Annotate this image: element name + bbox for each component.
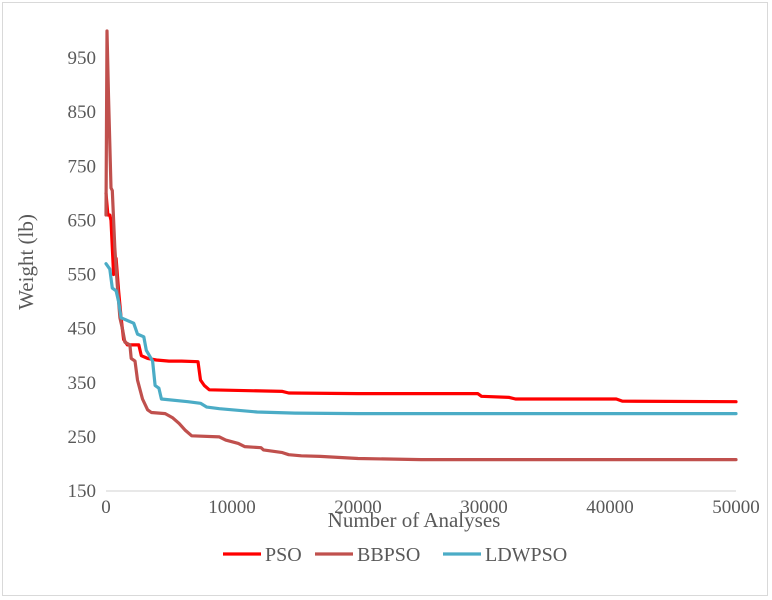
x-tick-label: 20000 [334,497,382,518]
x-tick-label: 30000 [460,497,508,518]
series-lines [104,29,738,462]
x-axis-title: Number of Analyses [328,508,501,532]
legend-label: BBPSO [357,544,420,566]
legend-label: LDWPSO [485,544,567,566]
line-chart: 150 250 350 450 550 650 750 850 950 0 10000 20000 3… [14,29,760,566]
legend-label: PSO [265,544,302,566]
y-tick-label: 850 [68,102,97,123]
y-tick-label: 150 [68,481,97,502]
series-line-pso [104,191,738,404]
y-tick-label: 350 [68,373,97,394]
x-tick-label: 10000 [208,497,256,518]
y-tick-label: 750 [68,156,97,177]
y-tick-label: 650 [68,210,97,231]
series-line-bbpso [104,29,738,462]
x-tick-label: 40000 [586,497,634,518]
x-tick-label: 50000 [712,497,760,518]
x-axis-ticks: 0 10000 20000 30000 40000 50000 [101,497,760,518]
series-line-ldwpso [104,262,738,416]
x-tick-label: 0 [101,497,111,518]
y-tick-label: 450 [68,319,97,340]
y-axis-title: Weight (lb) [14,214,38,310]
y-axis-ticks: 150 250 350 450 550 650 750 850 950 [68,48,97,502]
y-tick-label: 550 [68,265,97,286]
y-tick-label: 250 [68,427,97,448]
y-tick-label: 950 [68,48,97,69]
legend: PSO BBPSO LDWPSO [223,544,567,566]
